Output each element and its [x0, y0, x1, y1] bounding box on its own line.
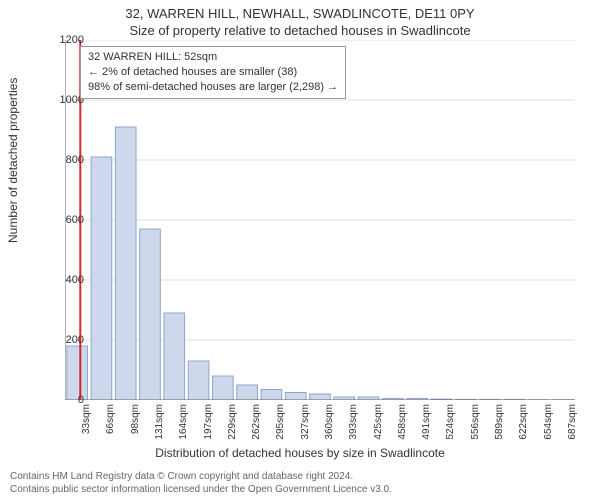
x-tick-label: 327sqm [300, 404, 311, 440]
y-tick-label: 600 [66, 214, 84, 226]
x-axis-label: Distribution of detached houses by size … [0, 446, 600, 460]
x-tick-label: 425sqm [373, 404, 384, 440]
x-tick-label: 491sqm [421, 404, 432, 440]
y-tick-label: 400 [66, 274, 84, 286]
x-tick-label: 229sqm [227, 404, 238, 440]
x-tick-label: 393sqm [348, 404, 359, 440]
bar [140, 229, 161, 400]
legend-line-2: ← 2% of detached houses are smaller (38) [88, 65, 338, 80]
x-tick-label: 66sqm [105, 404, 116, 434]
x-tick-label: 556sqm [470, 404, 481, 440]
legend-line-1: 32 WARREN HILL: 52sqm [88, 50, 338, 65]
bar [310, 394, 331, 400]
x-tick-label: 589sqm [494, 404, 505, 440]
y-tick-label: 200 [66, 334, 84, 346]
chart-container: 32, WARREN HILL, NEWHALL, SWADLINCOTE, D… [0, 0, 600, 500]
x-tick-label: 197sqm [203, 404, 214, 440]
legend-line-3: 98% of semi-detached houses are larger (… [88, 80, 338, 95]
footer-text: Contains HM Land Registry data © Crown c… [10, 471, 392, 496]
footer-line-2: Contains public sector information licen… [10, 484, 392, 497]
bar [261, 390, 282, 401]
x-tick-label: 622sqm [518, 404, 529, 440]
x-tick-label: 295sqm [275, 404, 286, 440]
x-tick-label: 98sqm [130, 404, 141, 434]
x-tick-label: 33sqm [81, 404, 92, 434]
bar [188, 361, 209, 400]
x-tick-label: 262sqm [251, 404, 262, 440]
bar [67, 346, 88, 400]
y-tick-label: 800 [66, 154, 84, 166]
x-tick-label: 458sqm [397, 404, 408, 440]
y-axis-label: Number of detached properties [6, 78, 20, 243]
bar [164, 313, 185, 400]
x-tick-label: 131sqm [154, 404, 165, 440]
legend-box: 32 WARREN HILL: 52sqm ← 2% of detached h… [80, 46, 346, 99]
x-tick-label: 687sqm [567, 404, 578, 440]
title-main: 32, WARREN HILL, NEWHALL, SWADLINCOTE, D… [0, 6, 600, 21]
bar [237, 385, 258, 400]
bar [213, 376, 234, 400]
x-tick-label: 360sqm [324, 404, 335, 440]
bar [115, 127, 136, 400]
title-sub: Size of property relative to detached ho… [0, 23, 600, 38]
bar [91, 157, 112, 400]
x-tick-label: 654sqm [543, 404, 554, 440]
x-tick-label: 524sqm [445, 404, 456, 440]
y-tick-label: 1200 [60, 34, 84, 46]
footer-line-1: Contains HM Land Registry data © Crown c… [10, 471, 392, 484]
bar [285, 393, 306, 401]
x-tick-label: 164sqm [178, 404, 189, 440]
